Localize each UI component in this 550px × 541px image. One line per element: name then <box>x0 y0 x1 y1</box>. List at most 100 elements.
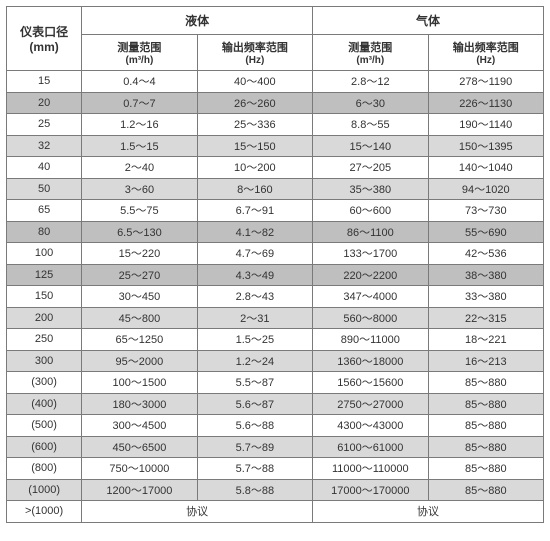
header-gas-range: 测量范围 (m³/h) <box>313 35 428 71</box>
cell-gm: 60～600 <box>313 200 428 222</box>
cell-lm: 6.5～130 <box>82 221 197 243</box>
cell-gf: 94～1020 <box>428 178 543 200</box>
table-row: 30095～20001.2～241360～1800016～213 <box>7 350 544 372</box>
cell-gf: 226～1130 <box>428 92 543 114</box>
cell-lm: 95～2000 <box>82 350 197 372</box>
table-row: 402～4010～20027～205140～1040 <box>7 157 544 179</box>
cell-gf: 42～536 <box>428 243 543 265</box>
cell-gm: 27～205 <box>313 157 428 179</box>
cell-gm: 220～2200 <box>313 264 428 286</box>
cell-lm: 750～10000 <box>82 458 197 480</box>
cell-gm: 6100～61000 <box>313 436 428 458</box>
cell-lf: 15～150 <box>197 135 312 157</box>
cell-gf: 85～880 <box>428 479 543 501</box>
cell-lm: 15～220 <box>82 243 197 265</box>
cell-gm: 35～380 <box>313 178 428 200</box>
cell-lf: 4.1～82 <box>197 221 312 243</box>
table-row: 655.5～756.7～9160～60073～730 <box>7 200 544 222</box>
cell-lf: 5.6～88 <box>197 415 312 437</box>
cell-lm: 1.2～16 <box>82 114 197 136</box>
cell-gm: 11000～110000 <box>313 458 428 480</box>
table-row: 200.7～726～2606～30226～1130 <box>7 92 544 114</box>
cell-gm: 6～30 <box>313 92 428 114</box>
cell-lf: 4.3～49 <box>197 264 312 286</box>
cell-gm: 15～140 <box>313 135 428 157</box>
table-row: 150.4～440～4002.8～12278～1190 <box>7 71 544 93</box>
cell-lm: 2～40 <box>82 157 197 179</box>
cell-lf: 2.8～43 <box>197 286 312 308</box>
header-diameter: 仪表口径 (mm) <box>7 7 82 71</box>
cell-lm: 45～800 <box>82 307 197 329</box>
header-gas: 气体 <box>313 7 544 35</box>
cell-dn: 65 <box>7 200 82 222</box>
cell-gf: 140～1040 <box>428 157 543 179</box>
header-diameter-unit: (mm) <box>7 40 81 54</box>
cell-gf: 18～221 <box>428 329 543 351</box>
cell-dn: 125 <box>7 264 82 286</box>
cell-gf: 278～1190 <box>428 71 543 93</box>
table-row: (300)100～15005.5～871560～1560085～880 <box>7 372 544 394</box>
table-row: 20045～8002～31560～800022～315 <box>7 307 544 329</box>
cell-dn: 20 <box>7 92 82 114</box>
table-row: 15030～4502.8～43347～400033～380 <box>7 286 544 308</box>
header-liquid-range: 测量范围 (m³/h) <box>82 35 197 71</box>
cell-lf: 26～260 <box>197 92 312 114</box>
cell-lf: 1.2～24 <box>197 350 312 372</box>
cell-lm: 0.7～7 <box>82 92 197 114</box>
cell-gm: 8.8～55 <box>313 114 428 136</box>
cell-gm: 1360～18000 <box>313 350 428 372</box>
cell-lf: 10～200 <box>197 157 312 179</box>
cell-dn: 50 <box>7 178 82 200</box>
cell-gf: 38～380 <box>428 264 543 286</box>
cell-gm: 协议 <box>313 501 544 523</box>
cell-lm: 1.5～15 <box>82 135 197 157</box>
cell-lm: 100～1500 <box>82 372 197 394</box>
header-diameter-label: 仪表口径 <box>7 23 81 40</box>
table-row: >(1000)协议协议 <box>7 501 544 523</box>
cell-gf: 190～1140 <box>428 114 543 136</box>
cell-lf: 6.7～91 <box>197 200 312 222</box>
cell-gf: 16～213 <box>428 350 543 372</box>
cell-lf: 5.6～87 <box>197 393 312 415</box>
cell-gm: 17000～170000 <box>313 479 428 501</box>
cell-gm: 2750～27000 <box>313 393 428 415</box>
cell-dn: (1000) <box>7 479 82 501</box>
cell-dn: 200 <box>7 307 82 329</box>
table-row: (800)750～100005.7～8811000～11000085～880 <box>7 458 544 480</box>
header-gas-freq: 输出频率范围 (Hz) <box>428 35 543 71</box>
cell-dn: 15 <box>7 71 82 93</box>
cell-gm: 890～11000 <box>313 329 428 351</box>
cell-gf: 150～1395 <box>428 135 543 157</box>
cell-gm: 560～8000 <box>313 307 428 329</box>
cell-lf: 5.8～88 <box>197 479 312 501</box>
cell-lm: 300～4500 <box>82 415 197 437</box>
table-row: 12525～2704.3～49220～220038～380 <box>7 264 544 286</box>
cell-gf: 55～690 <box>428 221 543 243</box>
cell-gf: 22～315 <box>428 307 543 329</box>
cell-gm: 133～1700 <box>313 243 428 265</box>
cell-dn: 80 <box>7 221 82 243</box>
table-row: 503～608～16035～38094～1020 <box>7 178 544 200</box>
cell-lm: 65～1250 <box>82 329 197 351</box>
table-row: 806.5～1304.1～8286～110055～690 <box>7 221 544 243</box>
cell-lf: 1.5～25 <box>197 329 312 351</box>
cell-dn: 300 <box>7 350 82 372</box>
cell-lf: 4.7～69 <box>197 243 312 265</box>
cell-dn: 25 <box>7 114 82 136</box>
table-row: (600)450～65005.7～896100～6100085～880 <box>7 436 544 458</box>
cell-lf: 40～400 <box>197 71 312 93</box>
table-row: 10015～2204.7～69133～170042～536 <box>7 243 544 265</box>
table-body: 150.4～440～4002.8～12278～1190200.7～726～260… <box>7 71 544 523</box>
cell-gm: 347～4000 <box>313 286 428 308</box>
cell-dn: (800) <box>7 458 82 480</box>
cell-lm: 1200～17000 <box>82 479 197 501</box>
cell-gf: 85～880 <box>428 372 543 394</box>
cell-dn: (400) <box>7 393 82 415</box>
cell-lf: 2～31 <box>197 307 312 329</box>
cell-gf: 85～880 <box>428 458 543 480</box>
cell-gm: 1560～15600 <box>313 372 428 394</box>
header-liquid-freq: 输出频率范围 (Hz) <box>197 35 312 71</box>
cell-lf: 25～336 <box>197 114 312 136</box>
cell-lm: 0.4～4 <box>82 71 197 93</box>
cell-gf: 33～380 <box>428 286 543 308</box>
